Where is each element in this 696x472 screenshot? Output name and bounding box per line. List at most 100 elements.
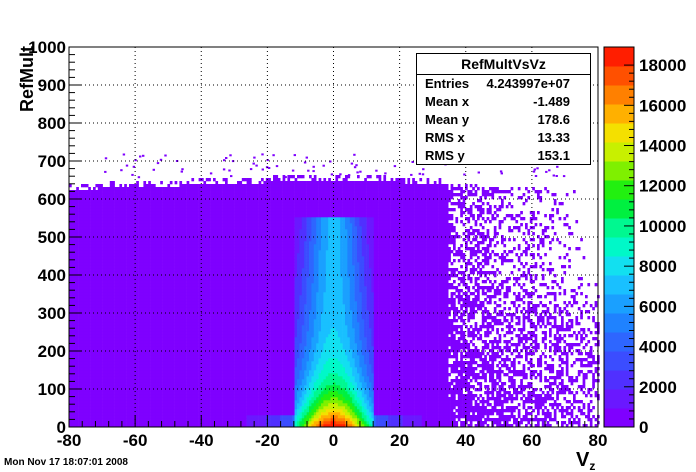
heatmap-cell bbox=[177, 304, 180, 308]
heatmap-cell bbox=[160, 262, 163, 266]
heatmap-cell bbox=[102, 352, 106, 356]
heatmap-cell bbox=[172, 328, 175, 332]
heatmap-cell bbox=[131, 214, 135, 218]
heatmap-cell bbox=[148, 232, 151, 236]
heatmap-cell bbox=[90, 238, 94, 242]
heatmap-cell bbox=[119, 334, 123, 338]
heatmap-cell bbox=[205, 178, 209, 182]
heatmap-cell bbox=[141, 322, 144, 326]
heatmap-cell bbox=[117, 223, 120, 227]
heatmap-cell bbox=[205, 412, 209, 416]
heatmap-cell bbox=[114, 301, 118, 305]
heatmap-cell bbox=[73, 256, 77, 260]
heatmap-cell bbox=[78, 412, 82, 416]
heatmap-cell bbox=[93, 373, 96, 377]
heatmap-cell bbox=[155, 196, 159, 200]
heatmap-cell bbox=[126, 397, 130, 401]
heatmap-cell bbox=[78, 244, 82, 248]
heatmap-cell bbox=[181, 208, 185, 212]
heatmap-cell bbox=[73, 304, 77, 308]
heatmap-cell bbox=[107, 373, 111, 377]
heatmap-cell bbox=[76, 337, 79, 341]
heatmap-cell bbox=[177, 394, 180, 398]
heatmap-cell bbox=[78, 292, 82, 296]
heatmap-cell bbox=[201, 331, 204, 335]
heatmap-cell bbox=[131, 250, 135, 254]
heatmap-cell bbox=[198, 307, 202, 311]
heatmap-cell bbox=[191, 217, 195, 221]
heatmap-cell bbox=[181, 274, 185, 278]
heatmap-cell bbox=[143, 328, 147, 332]
heatmap-cell bbox=[95, 199, 99, 203]
heatmap-cell bbox=[213, 196, 216, 200]
heatmap-cell bbox=[177, 361, 180, 365]
heatmap-cell bbox=[73, 322, 77, 326]
heatmap-cell bbox=[179, 283, 183, 287]
heatmap-cell bbox=[210, 238, 214, 242]
heatmap-cell bbox=[126, 343, 130, 347]
heatmap-cell bbox=[189, 211, 192, 215]
heatmap-cell bbox=[119, 376, 123, 380]
heatmap-cell bbox=[126, 379, 130, 383]
heatmap-cell bbox=[126, 238, 130, 242]
heatmap-cell bbox=[97, 367, 101, 371]
heatmap-cell bbox=[126, 307, 130, 311]
heatmap-cell bbox=[148, 283, 151, 287]
heatmap-cell bbox=[205, 244, 209, 248]
heatmap-cell bbox=[85, 319, 89, 323]
heatmap-cell bbox=[112, 244, 115, 248]
heatmap-cell bbox=[78, 301, 82, 305]
heatmap-cell bbox=[205, 199, 209, 203]
heatmap-cell bbox=[119, 388, 123, 392]
heatmap-cell bbox=[129, 394, 132, 398]
heatmap-cell bbox=[213, 289, 216, 293]
heatmap-cell bbox=[167, 274, 171, 278]
heatmap-cell bbox=[117, 409, 120, 413]
heatmap-cell bbox=[210, 322, 214, 326]
heatmap-cell bbox=[119, 346, 123, 350]
heatmap-cell bbox=[121, 319, 125, 323]
heatmap-cell bbox=[184, 424, 187, 428]
heatmap-cell bbox=[69, 202, 72, 206]
heatmap-cell bbox=[85, 313, 89, 317]
heatmap-cell bbox=[117, 241, 120, 245]
heatmap-cell bbox=[95, 217, 99, 221]
heatmap-cell bbox=[85, 229, 89, 233]
heatmap-cell bbox=[181, 238, 185, 242]
heatmap-cell bbox=[95, 412, 99, 416]
heatmap-cell bbox=[69, 277, 72, 281]
heatmap-cell bbox=[102, 349, 106, 353]
heatmap-cell bbox=[124, 301, 127, 305]
heatmap-cell bbox=[172, 394, 175, 398]
heatmap-cell bbox=[208, 340, 211, 344]
heatmap-cell bbox=[160, 208, 163, 212]
heatmap-cell bbox=[181, 214, 185, 218]
heatmap-cell bbox=[210, 397, 214, 401]
heatmap-cell bbox=[88, 226, 91, 230]
heatmap-cell bbox=[179, 223, 183, 227]
heatmap-cell bbox=[117, 289, 120, 293]
heatmap-cell bbox=[186, 208, 190, 212]
heatmap-cell bbox=[191, 373, 195, 377]
heatmap-cell bbox=[210, 244, 214, 248]
heatmap-cell bbox=[90, 280, 94, 284]
heatmap-cell bbox=[184, 286, 187, 290]
heatmap-cell bbox=[95, 235, 99, 239]
heatmap-cell bbox=[155, 391, 159, 395]
heatmap-cell bbox=[162, 328, 166, 332]
heatmap-cell bbox=[124, 328, 127, 332]
heatmap-cell bbox=[124, 241, 127, 245]
heatmap-cell bbox=[210, 202, 214, 206]
heatmap-cell bbox=[201, 376, 204, 380]
heatmap-cell bbox=[203, 361, 207, 365]
heatmap-cell bbox=[143, 226, 147, 230]
heatmap-cell bbox=[181, 394, 185, 398]
heatmap-cell bbox=[131, 316, 135, 320]
heatmap-cell bbox=[119, 349, 123, 353]
heatmap-cell bbox=[102, 238, 106, 242]
heatmap-cell bbox=[124, 259, 127, 263]
heatmap-cell bbox=[126, 388, 130, 392]
heatmap-cell bbox=[145, 331, 149, 335]
heatmap-cell bbox=[97, 244, 101, 248]
heatmap-cell bbox=[201, 385, 204, 389]
